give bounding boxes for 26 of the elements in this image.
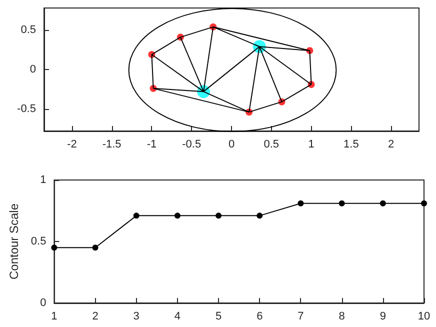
y-tick-label: 0 [30, 64, 36, 76]
y-axis-title: Contour Scale [7, 203, 21, 280]
x-tick-label: 0 [228, 138, 235, 150]
x-tick-label: -1.5 [102, 138, 122, 150]
y-tick-label: 0.5 [20, 24, 36, 36]
x-tick-label: 0.5 [264, 138, 280, 150]
x-tick-label: 8 [338, 310, 345, 322]
x-tick-label: -2 [67, 138, 77, 150]
x-tick-label: 1 [308, 138, 314, 150]
x-tick-label: 9 [380, 310, 386, 322]
x-tick-label: 5 [215, 310, 222, 322]
x-tick-label: 3 [133, 310, 140, 322]
x-tick-label: -1 [146, 138, 157, 150]
x-tick-label: 7 [298, 310, 304, 322]
x-tick-label: 6 [256, 310, 263, 322]
x-tick-label: 10 [418, 310, 430, 322]
x-tick-label: 1.5 [344, 138, 359, 150]
y-tick-label: 1 [40, 174, 46, 186]
x-tick-label: -0.5 [182, 138, 202, 150]
y-tick-label: 0 [40, 297, 46, 309]
x-tick-label: 4 [174, 310, 181, 322]
y-tick-label: 0.5 [30, 236, 46, 248]
y-tick-label: -0.5 [17, 102, 36, 115]
x-tick-label: 1 [51, 310, 58, 322]
x-tick-label: 2 [388, 138, 394, 150]
x-tick-label: 2 [92, 310, 98, 322]
